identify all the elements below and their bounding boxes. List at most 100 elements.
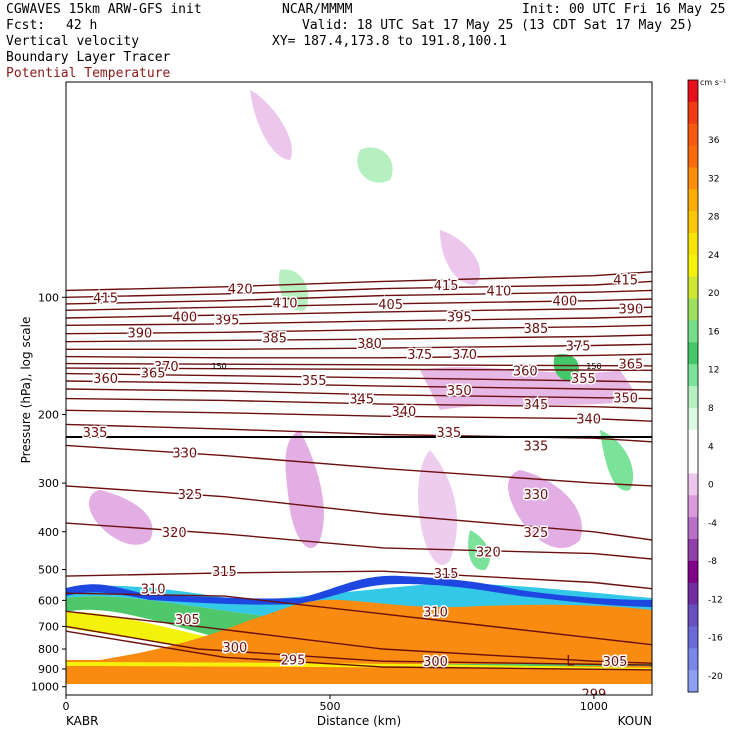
isentrope-410 [66, 289, 652, 305]
updraft-cell-3 [600, 430, 634, 491]
colorbar-label: -20 [708, 672, 723, 682]
colorbar-swatch [688, 517, 698, 540]
model-title: CGWAVES 15km ARW-GFS init [6, 2, 202, 17]
y-tick-label: 500 [38, 564, 59, 577]
isentrope-label: 335 [436, 426, 461, 441]
plot-frame [65, 81, 653, 696]
isentrope-label: 410 [486, 284, 511, 299]
isentrope-label: 410 [273, 296, 298, 311]
isentrope-340 [66, 409, 652, 422]
colorbar-swatch [688, 364, 698, 387]
tracer-blue-top [66, 575, 652, 607]
tracer-orange-core [66, 599, 652, 664]
x-axis-ticks: 0 500 1000 [63, 695, 608, 713]
isentrope-380 [66, 343, 652, 350]
field-vertical-velocity: Vertical velocity [6, 34, 140, 49]
isentrope-320 [66, 522, 652, 560]
isentrope-label: 300 [223, 641, 248, 656]
isentrope-315 [66, 570, 652, 590]
isentrope-label: 335 [523, 439, 548, 454]
isentrope-label: 340 [576, 413, 601, 428]
isentrope-label: 390 [127, 326, 152, 341]
y-axis-ticks: 100 200 300 400 500 600 700 800 900 1000 [31, 291, 66, 694]
isentrope-label: 385 [262, 332, 287, 347]
colorbar-label: -8 [708, 557, 717, 567]
isentrope-415 [66, 280, 652, 298]
colorbar-label: -4 [708, 519, 717, 529]
isentrope-345 [66, 397, 652, 410]
isentrope-label: 365 [618, 358, 643, 373]
x-tick-label: 1000 [580, 700, 608, 713]
colorbar-swatch [688, 189, 698, 212]
chart-annotations: 150 150 L [211, 362, 601, 669]
annotation-label: 150 [586, 362, 601, 371]
isentrope-label: 350 [613, 392, 638, 407]
isentrope-label: 310 [423, 605, 448, 620]
init-time: Init: 00 UTC Fri 16 May 25 [522, 2, 726, 17]
isentrope-label: 325 [178, 488, 203, 503]
updraft-upper-2 [279, 269, 309, 311]
isentrope-label: 365 [141, 367, 166, 382]
colorbar-unit: cm s⁻¹ [700, 78, 726, 87]
colorbar-swatch [688, 451, 698, 474]
org-label: NCAR/MMMM [282, 2, 353, 17]
tracer-surface-orange [66, 666, 652, 684]
isentrope-label: 300 [423, 655, 448, 670]
updraft-cell-2 [553, 354, 579, 381]
colorbar-swatch [688, 648, 698, 671]
isentrope-label: 360 [93, 372, 118, 387]
annotation-label: 150 [211, 362, 226, 371]
isentrope-label: 315 [212, 565, 237, 580]
isentrope-label: 400 [172, 310, 197, 325]
y-tick-label: 900 [38, 663, 59, 676]
colorbar-label: 12 [708, 366, 719, 376]
isentrope-390 [66, 324, 652, 335]
isentrope-310 [66, 592, 652, 646]
colorbar-swatch [688, 211, 698, 234]
isentrope-label: 375 [407, 348, 432, 363]
colorbar-swatch [688, 342, 698, 365]
colorbar-swatch [688, 670, 698, 693]
isentrope-label: 310 [141, 583, 166, 598]
y-tick-label: 700 [38, 620, 59, 633]
isentrope-label: 320 [476, 546, 501, 561]
isentrope-label: 345 [523, 398, 548, 413]
colorbar-label: 36 [708, 136, 720, 146]
colorbar-swatch [688, 582, 698, 606]
isentrope-label: 355 [571, 372, 596, 387]
isentrope-label: 390 [618, 303, 643, 318]
colorbar: 36 32 28 24 20 16 12 8 4 0 -4 -8 -12 -16 -20 [687, 79, 723, 693]
isentrope-labels: 415 420 415 410 415 410 405 400 400 395 395 390 390 3… [81, 272, 645, 702]
y-tick-label: 300 [38, 477, 59, 490]
isentrope-300 [66, 625, 652, 666]
colorbar-label: -12 [708, 595, 723, 605]
colorbar-swatch [688, 473, 698, 496]
colorbar-label: 20 [708, 289, 720, 299]
x-tick-label: 0 [63, 700, 70, 713]
updraft-upper-1 [357, 147, 393, 183]
isentrope-lines [66, 271, 652, 671]
x-end-station: KOUN [618, 714, 652, 728]
colorbar-label: 32 [708, 174, 719, 184]
y-tick-label: 600 [38, 594, 59, 607]
isentrope-label: 415 [434, 279, 459, 294]
x-axis-label: Distance (km) [317, 714, 401, 728]
isentrope-label: 299 [582, 687, 607, 702]
isentrope-385 [66, 334, 652, 343]
isentrope-355 [66, 380, 652, 391]
colorbar-swatch [688, 429, 698, 453]
colorbar-swatch [688, 80, 698, 103]
isentrope-350 [66, 388, 652, 400]
y-axis-label: Pressure (hPa), log scale [19, 317, 33, 464]
isentrope-label: 395 [215, 313, 240, 328]
colorbar-swatch [688, 254, 698, 278]
isentrope-325 [66, 485, 652, 541]
colorbar-swatch [688, 123, 698, 147]
isentrope-295 [66, 630, 652, 671]
y-tick-label: 1000 [31, 681, 59, 694]
colorbar-swatch [688, 276, 698, 300]
colorbar-swatch [688, 495, 698, 518]
colorbar-swatch [688, 320, 698, 343]
isentrope-400 [66, 306, 652, 319]
